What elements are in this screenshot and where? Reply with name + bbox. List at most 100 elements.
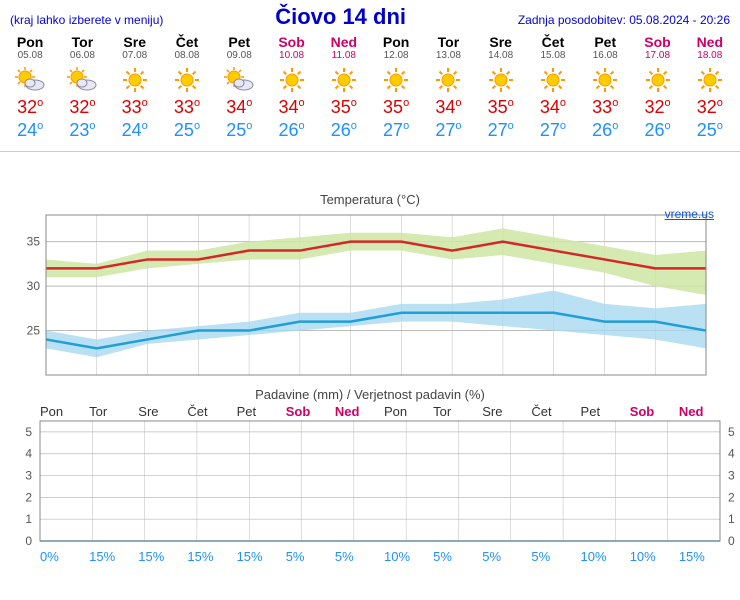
day-column: Pet 09.08 34o 25o	[213, 34, 265, 141]
precip-day-label: Sre	[482, 404, 531, 419]
lo-temp: 26o	[631, 120, 683, 141]
temp-chart-title: Temperatura (°C)	[12, 192, 728, 207]
precip-chart-svg: 001122334455	[0, 419, 740, 549]
weather-widget: (kraj lahko izberete v meniju) Čiovo 14 …	[0, 0, 740, 568]
day-date: 05.08	[4, 50, 56, 61]
hi-temp: 35o	[318, 97, 370, 118]
day-date: 15.08	[527, 50, 579, 61]
precip-day-labels: PonTorSreČetPetSobNedPonTorSreČetPetSobN…	[0, 404, 740, 419]
lo-temp: 27o	[370, 120, 422, 141]
svg-text:0: 0	[728, 534, 735, 548]
day-date: 07.08	[109, 50, 161, 61]
precip-day-label: Pon	[40, 404, 89, 419]
lo-temp: 27o	[475, 120, 527, 141]
precip-chart-title: Padavine (mm) / Verjetnost padavin (%)	[0, 387, 740, 402]
hi-temp: 33o	[109, 97, 161, 118]
precip-percent: 15%	[187, 549, 236, 564]
day-date: 11.08	[318, 50, 370, 61]
hi-temp: 32o	[56, 97, 108, 118]
hi-temp: 34o	[265, 97, 317, 118]
lo-temp: 23o	[56, 120, 108, 141]
lo-temp: 27o	[422, 120, 474, 141]
day-name: Ned	[684, 34, 736, 50]
lo-temp: 24o	[4, 120, 56, 141]
day-name: Čet	[527, 34, 579, 50]
temp-chart-area: Temperatura (°C) vreme.us 253035	[0, 152, 740, 381]
precip-day-label: Pon	[384, 404, 433, 419]
lo-temp: 25o	[213, 120, 265, 141]
hi-temp: 34o	[422, 97, 474, 118]
svg-text:0: 0	[25, 534, 32, 548]
precip-percent: 5%	[531, 549, 580, 564]
sun-icon	[579, 61, 631, 95]
precip-percent: 15%	[237, 549, 286, 564]
svg-text:1: 1	[728, 512, 735, 526]
day-name: Tor	[56, 34, 108, 50]
hi-temp: 32o	[684, 97, 736, 118]
sun-cloud-icon	[213, 61, 265, 95]
day-column: Pet 16.08 33o 26o	[579, 34, 631, 141]
svg-text:5: 5	[25, 425, 32, 439]
day-column: Čet 15.08 34o 27o	[527, 34, 579, 141]
day-date: 16.08	[579, 50, 631, 61]
svg-text:3: 3	[25, 469, 32, 483]
svg-text:2: 2	[25, 490, 32, 504]
precip-percent: 5%	[286, 549, 335, 564]
day-date: 18.08	[684, 50, 736, 61]
sun-icon	[475, 61, 527, 95]
lo-temp: 27o	[527, 120, 579, 141]
svg-text:2: 2	[728, 490, 735, 504]
precip-percent: 15%	[679, 549, 728, 564]
hi-temp: 35o	[475, 97, 527, 118]
day-name: Pon	[370, 34, 422, 50]
precip-day-label: Čet	[531, 404, 580, 419]
header-row: (kraj lahko izberete v meniju) Čiovo 14 …	[0, 0, 740, 32]
day-name: Pon	[4, 34, 56, 50]
attribution-link[interactable]: vreme.us	[665, 207, 714, 221]
hi-temp: 35o	[370, 97, 422, 118]
day-name: Pet	[579, 34, 631, 50]
day-name: Pet	[213, 34, 265, 50]
hi-temp: 32o	[4, 97, 56, 118]
day-name: Sob	[631, 34, 683, 50]
hi-temp: 32o	[631, 97, 683, 118]
precip-percent: 0%	[40, 549, 89, 564]
day-column: Sre 14.08 35o 27o	[475, 34, 527, 141]
day-date: 13.08	[422, 50, 474, 61]
precip-day-label: Tor	[433, 404, 482, 419]
precip-day-label: Čet	[187, 404, 236, 419]
temp-chart-svg: 253035	[12, 211, 728, 381]
day-date: 12.08	[370, 50, 422, 61]
precip-day-label: Pet	[237, 404, 286, 419]
last-updated: Zadnja posodobitev: 05.08.2024 - 20:26	[518, 13, 730, 27]
svg-text:1: 1	[25, 512, 32, 526]
day-column: Sob 17.08 32o 26o	[631, 34, 683, 141]
day-date: 10.08	[265, 50, 317, 61]
precip-day-label: Tor	[89, 404, 138, 419]
lo-temp: 25o	[684, 120, 736, 141]
day-column: Tor 13.08 34o 27o	[422, 34, 474, 141]
sun-cloud-icon	[56, 61, 108, 95]
hi-temp: 33o	[161, 97, 213, 118]
day-column: Sob 10.08 34o 26o	[265, 34, 317, 141]
lo-temp: 26o	[318, 120, 370, 141]
day-name: Tor	[422, 34, 474, 50]
svg-text:5: 5	[728, 425, 735, 439]
precip-percent: 5%	[482, 549, 531, 564]
sun-icon	[631, 61, 683, 95]
day-date: 09.08	[213, 50, 265, 61]
hi-temp: 33o	[579, 97, 631, 118]
lo-temp: 25o	[161, 120, 213, 141]
svg-text:30: 30	[27, 279, 41, 293]
lo-temp: 26o	[265, 120, 317, 141]
day-column: Sre 07.08 33o 24o	[109, 34, 161, 141]
precip-percent: 15%	[89, 549, 138, 564]
lo-temp: 26o	[579, 120, 631, 141]
day-column: Ned 11.08 35o 26o	[318, 34, 370, 141]
sun-icon	[370, 61, 422, 95]
hi-temp: 34o	[213, 97, 265, 118]
precip-percent: 10%	[384, 549, 433, 564]
svg-text:4: 4	[728, 447, 735, 461]
sun-icon	[318, 61, 370, 95]
page-title: Čiovo 14 dni	[163, 4, 517, 30]
